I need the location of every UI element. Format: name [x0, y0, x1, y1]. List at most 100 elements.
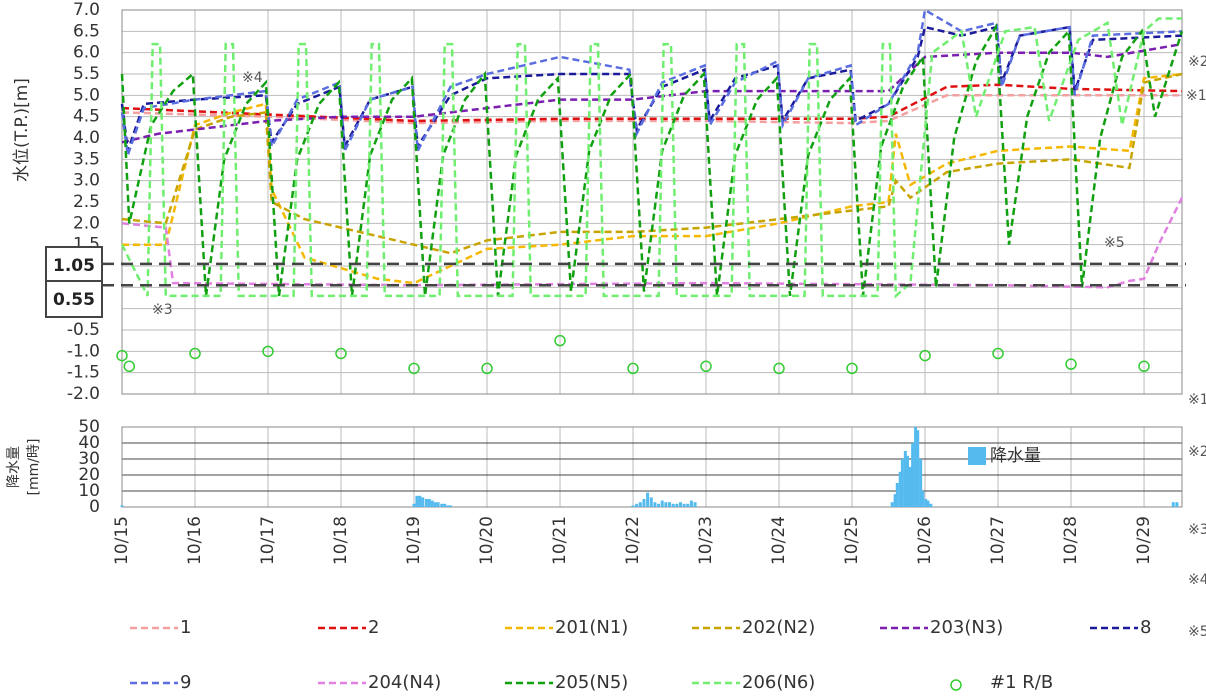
y-tick-label: -0.5 [67, 320, 100, 340]
bar [631, 505, 635, 507]
x-tick-label: 10/19 [404, 516, 424, 565]
bar [120, 505, 124, 507]
annotation: ※5 [1188, 624, 1206, 640]
legend-label: 202(N2) [742, 617, 815, 638]
bar [924, 499, 928, 507]
x-tick-label: 10/20 [477, 516, 497, 565]
bar [900, 459, 904, 507]
y-tick-label: -1.5 [67, 363, 100, 383]
series-line [120, 8, 1183, 156]
bar [895, 483, 899, 507]
y-tick-label: 6.0 [73, 43, 100, 63]
legend-label: 2 [368, 617, 379, 638]
bar [893, 494, 897, 507]
bar [642, 499, 646, 507]
series-line [120, 17, 1182, 299]
bar [436, 502, 440, 507]
plot-frame [121, 426, 1183, 508]
data-point [189, 347, 201, 360]
bar [660, 500, 664, 507]
bar [657, 503, 661, 507]
data-point [262, 345, 274, 358]
reference-box [45, 246, 103, 284]
bar [415, 495, 419, 507]
bar [653, 502, 657, 507]
data-point [554, 334, 566, 347]
bar [443, 503, 447, 507]
legend-label: 203(N3) [930, 617, 1003, 638]
bar [671, 503, 675, 507]
legend-label: #1 R/B [990, 672, 1053, 693]
y-axis-label: [mm/時] [26, 439, 42, 496]
bar [635, 503, 639, 507]
y-axis-label: 水位(T.P.)[m] [12, 78, 32, 182]
legend-label: 9 [180, 672, 191, 693]
bar [689, 500, 693, 507]
bar [412, 503, 416, 507]
y-tick-label: 2.5 [73, 192, 100, 212]
x-tick-label: 10/16 [185, 516, 205, 565]
bar [916, 430, 920, 507]
y-tick-label: 30 [78, 449, 100, 469]
bar [424, 499, 428, 507]
bar [646, 492, 650, 507]
bar [430, 500, 434, 507]
bar [926, 500, 930, 507]
bar [449, 505, 453, 507]
y-tick-label: 0 [89, 497, 100, 517]
reference-label: 1.05 [53, 256, 95, 276]
series-line [121, 42, 1183, 144]
series-line [121, 72, 1183, 255]
data-point [992, 347, 1004, 360]
annotation: ※4 [242, 70, 263, 86]
bar [649, 497, 653, 507]
data-point [627, 362, 639, 375]
reference-box [45, 280, 103, 318]
bar [682, 503, 686, 507]
x-tick-label: 10/22 [623, 516, 643, 565]
bar [693, 502, 697, 507]
y-tick-label: 7.0 [73, 0, 100, 20]
legend-label: 206(N6) [742, 672, 815, 693]
y-tick-label: 40 [78, 433, 100, 453]
legend-label: 降水量 [990, 446, 1041, 466]
data-point [1065, 358, 1077, 370]
data-point [919, 349, 931, 362]
bar [686, 503, 690, 507]
data-point [846, 362, 858, 375]
x-tick-label: 10/23 [696, 516, 716, 565]
y-tick-label: 4.0 [73, 128, 100, 148]
y-tick-label: 5.5 [73, 64, 100, 84]
x-tick-label: 10/28 [1061, 516, 1081, 565]
bar [678, 502, 682, 507]
annotation: ※4 [1188, 572, 1206, 588]
bar [1175, 502, 1179, 507]
y-tick-label: 3.5 [73, 149, 100, 169]
data-point [1138, 360, 1150, 373]
data-point [408, 362, 420, 375]
x-tick-label: 10/27 [988, 516, 1008, 565]
x-tick-label: 10/24 [769, 516, 789, 565]
x-tick-label: 10/29 [1134, 516, 1154, 565]
y-tick-label: 50 [78, 417, 100, 437]
bar [1171, 502, 1175, 507]
y-tick-label: 4.5 [73, 107, 100, 127]
series-line [120, 22, 1184, 297]
y-tick-label: 6.5 [73, 21, 100, 41]
data-point [335, 347, 347, 360]
x-tick-label: 10/18 [331, 516, 351, 565]
bar [664, 502, 668, 507]
bar [668, 502, 672, 507]
annotation: ※5 [1104, 235, 1125, 251]
x-tick-label: 10/15 [112, 516, 132, 565]
bar [890, 502, 894, 507]
legend-label: 204(N4) [368, 672, 441, 693]
legend-label: 1 [180, 617, 191, 638]
bar [929, 503, 933, 507]
bar [908, 467, 912, 507]
annotation: ※1 [1188, 392, 1206, 408]
y-tick-label: 3.0 [73, 171, 100, 191]
y-tick-label: 5.0 [73, 85, 100, 105]
bar [921, 491, 925, 507]
x-tick-label: 10/21 [550, 516, 570, 565]
